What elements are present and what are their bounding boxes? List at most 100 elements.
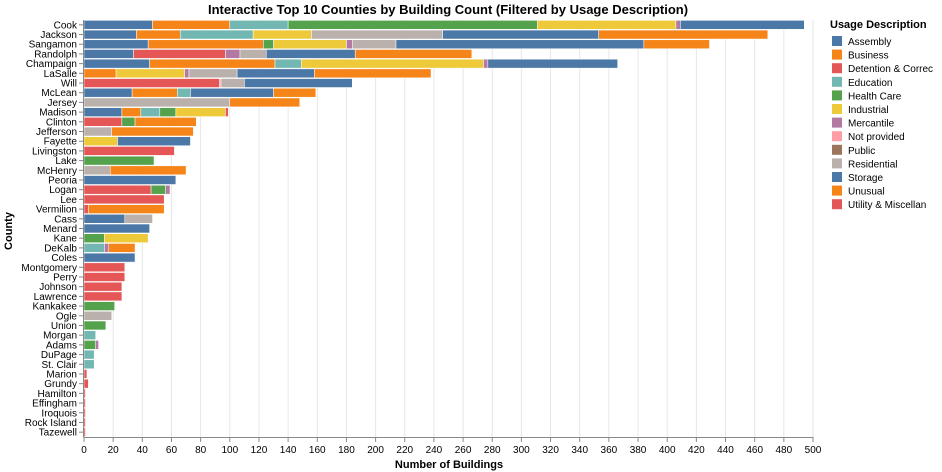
bar-dekalb-mercantile[interactable] — [104, 243, 110, 253]
bar-sangamon-residential[interactable] — [352, 39, 397, 49]
bar-cook-mercantile[interactable] — [675, 20, 681, 30]
bar-dekalb-education[interactable] — [83, 243, 105, 253]
bar-jefferson-residential[interactable] — [83, 126, 112, 137]
legend-item-health-care[interactable]: Health Care — [832, 90, 902, 102]
bar-logan-detention-correc[interactable] — [83, 184, 152, 195]
bar-jackson-business[interactable] — [136, 29, 181, 40]
bar-ogle-residential[interactable] — [83, 311, 112, 321]
bar-st-clair-education[interactable] — [83, 359, 95, 369]
bar-jefferson-unusual[interactable] — [111, 126, 194, 137]
bar-perry-detention-correc[interactable] — [83, 272, 126, 282]
bar-clinton-unusual[interactable] — [134, 117, 197, 127]
bar-adams-health-care[interactable] — [83, 340, 96, 350]
bar-lee-detention-correc[interactable] — [83, 194, 165, 205]
bar-cook-storage[interactable] — [680, 20, 805, 30]
bar-morgan-education[interactable] — [83, 330, 96, 340]
bar-cass-assembly[interactable] — [83, 214, 126, 224]
bar-sangamon-industrial[interactable] — [273, 39, 347, 49]
bar-johnson-detention-correc[interactable] — [83, 281, 123, 292]
bar-sangamon-unusual[interactable] — [643, 39, 710, 49]
bar-madison-education[interactable] — [140, 107, 161, 117]
bar-lasalle-industrial[interactable] — [115, 68, 185, 79]
bar-champaign-mercantile[interactable] — [483, 58, 489, 69]
bar-effingham-detention-correc[interactable] — [83, 398, 86, 408]
bar-mchenry-residential[interactable] — [83, 165, 111, 176]
legend-item-residential[interactable]: Residential — [832, 158, 897, 170]
bar-tazewell-detention-correc[interactable] — [83, 427, 86, 437]
bar-jackson-assembly[interactable] — [83, 29, 137, 40]
bar-menard-assembly[interactable] — [83, 223, 150, 234]
bar-dupage-education[interactable] — [83, 349, 95, 360]
legend-item-industrial[interactable]: Industrial — [832, 104, 889, 116]
bar-mclean-assembly[interactable] — [83, 88, 133, 98]
bar-clinton-health-care[interactable] — [121, 117, 136, 127]
bar-cook-business[interactable] — [152, 20, 231, 30]
bar-champaign-industrial[interactable] — [300, 58, 484, 69]
bar-dekalb-unusual[interactable] — [108, 243, 136, 253]
legend-item-public[interactable]: Public — [832, 144, 875, 157]
bar-sangamon-storage[interactable] — [395, 39, 645, 49]
bar-peoria-assembly[interactable] — [83, 175, 177, 185]
bar-lasalle-business[interactable] — [83, 68, 117, 79]
bar-cook-education[interactable] — [229, 20, 289, 30]
bar-randolph-detention-correc[interactable] — [133, 49, 226, 59]
bar-mclean-storage[interactable] — [190, 88, 274, 98]
legend-item-not-provided[interactable]: Not provided — [832, 131, 905, 143]
bar-adams-mercantile[interactable] — [95, 340, 99, 350]
bar-jackson-residential[interactable] — [311, 29, 443, 40]
bar-coles-assembly[interactable] — [83, 252, 136, 263]
bar-jersey-unusual[interactable] — [229, 97, 301, 108]
bar-lasalle-storage[interactable] — [236, 68, 315, 79]
bar-cook-health-care[interactable] — [287, 20, 538, 30]
bar-livingston-detention-correc[interactable] — [83, 146, 175, 156]
bar-will-storage[interactable] — [244, 78, 353, 88]
bar-madison-industrial[interactable] — [175, 107, 226, 117]
bar-lasalle-residential[interactable] — [188, 68, 238, 79]
bar-cook-industrial[interactable] — [537, 20, 677, 30]
bar-champaign-assembly[interactable] — [83, 58, 150, 69]
bar-sangamon-assembly[interactable] — [83, 39, 149, 49]
bar-jackson-education[interactable] — [179, 29, 254, 40]
bar-champaign-business[interactable] — [149, 58, 276, 69]
bar-grundy-detention-correc[interactable] — [83, 378, 89, 389]
bar-hamilton-detention-correc[interactable] — [83, 388, 86, 399]
bar-fayette-storage[interactable] — [117, 136, 191, 146]
bar-cook-assembly[interactable] — [83, 20, 153, 30]
bar-cass-residential[interactable] — [124, 214, 153, 224]
legend[interactable]: Usage Description Assembly Business Detent… — [830, 19, 933, 211]
bar-will-detention-correc[interactable] — [83, 78, 220, 88]
bar-champaign-storage[interactable] — [487, 58, 618, 69]
legend-item-storage[interactable]: Storage — [832, 172, 883, 184]
bar-mclean-education[interactable] — [177, 88, 191, 98]
bar-vermilion-detention-correc[interactable] — [83, 204, 89, 214]
bar-kankakee-health-care[interactable] — [83, 301, 115, 311]
bar-lake-health-care[interactable] — [83, 155, 155, 166]
bar-jackson-storage[interactable] — [442, 29, 599, 40]
bar-madison-assembly[interactable] — [83, 107, 123, 117]
bar-randolph-storage[interactable] — [266, 49, 356, 59]
legend-item-utility-miscellan[interactable]: Utility & Miscellan — [832, 199, 926, 211]
legend-item-mercantile[interactable]: Mercantile — [832, 117, 895, 130]
legend-item-unusual[interactable]: Unusual — [832, 185, 885, 198]
bar-kane-health-care[interactable] — [83, 233, 105, 243]
legend-item-assembly[interactable]: Assembly — [832, 36, 891, 48]
bar-randolph-mercantile[interactable] — [225, 49, 241, 59]
bar-mclean-unusual[interactable] — [273, 88, 317, 98]
bar-sangamon-health-care[interactable] — [263, 39, 274, 49]
bar-montgomery-detention-correc[interactable] — [83, 262, 126, 273]
bar-lasalle-unusual[interactable] — [314, 68, 432, 79]
legend-item-business[interactable]: Business — [832, 49, 889, 62]
bar-logan-mercantile[interactable] — [165, 184, 171, 195]
bar-champaign-education[interactable] — [274, 58, 302, 69]
bar-lawrence-detention-correc[interactable] — [83, 291, 123, 302]
bar-jackson-unusual[interactable] — [598, 29, 769, 40]
bar-madison-utility-miscellan[interactable] — [225, 107, 229, 117]
bar-clinton-detention-correc[interactable] — [83, 117, 123, 127]
bar-sangamon-business[interactable] — [147, 39, 264, 49]
bar-kane-industrial[interactable] — [104, 233, 149, 243]
bar-mchenry-unusual[interactable] — [109, 165, 187, 176]
bar-lasalle-mercantile[interactable] — [184, 68, 190, 79]
bar-union-health-care[interactable] — [83, 320, 107, 331]
bar-madison-business[interactable] — [121, 107, 142, 117]
bar-mclean-business[interactable] — [131, 88, 178, 98]
